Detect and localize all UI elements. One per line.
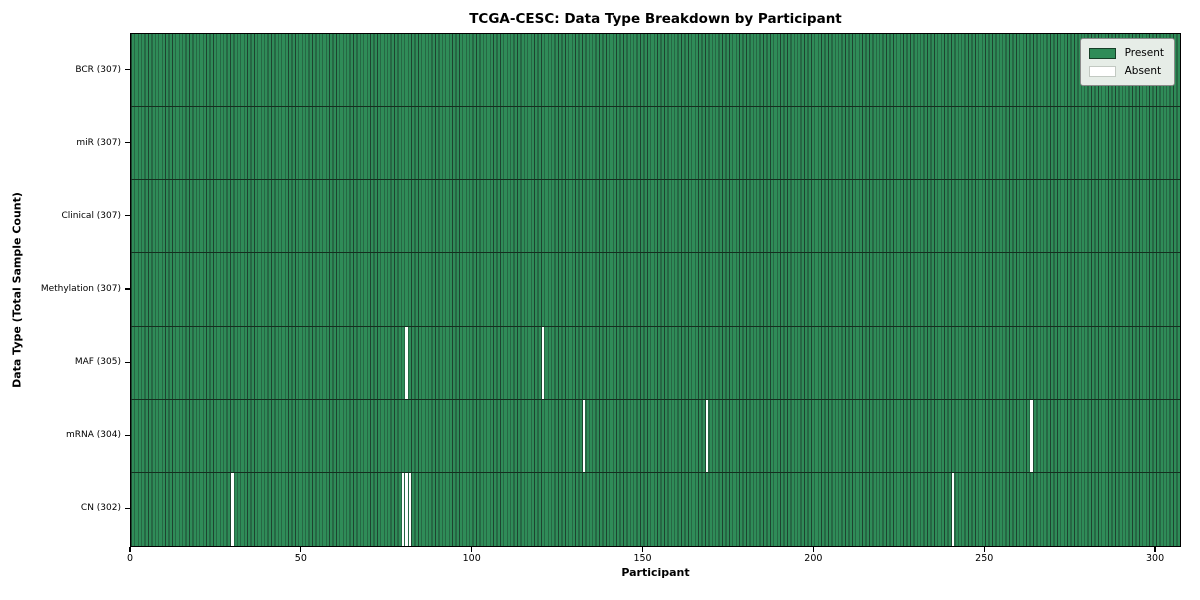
legend-label-absent: Absent: [1124, 65, 1162, 77]
y-tick-mark: [125, 361, 130, 363]
x-tick-label: 100: [462, 553, 481, 564]
heatmap-row-Methylation: [131, 253, 1180, 327]
absent-cell: [405, 472, 408, 546]
x-tick-label: 200: [804, 553, 823, 564]
absent-swatch: [1088, 65, 1116, 77]
y-tick-mark: [125, 507, 130, 510]
x-tick-label: 50: [294, 553, 307, 564]
heatmap-row-CN: [131, 472, 1180, 546]
y-tick-label: miR (307): [76, 137, 121, 148]
absent-cell: [1030, 399, 1034, 472]
y-tick-label: BCR (307): [75, 64, 121, 75]
absent-cell: [582, 399, 586, 472]
absent-cell: [405, 326, 408, 399]
y-tick-mark: [125, 142, 130, 144]
x-tick-mark: [983, 547, 985, 552]
absent-cell: [541, 326, 545, 399]
absent-cell: [951, 472, 955, 546]
chart-title: TCGA-CESC: Data Type Breakdown by Partic…: [469, 11, 842, 27]
heatmap-row-MAF: [131, 326, 1180, 400]
x-axis: 0 50 100 150 200 250 300: [126, 547, 1181, 573]
absent-cell: [230, 472, 234, 546]
y-tick-mark: [125, 68, 130, 71]
absent-cell: [401, 472, 405, 546]
heatmap-row-BCR: [131, 34, 1180, 108]
x-tick-mark: [1154, 547, 1156, 552]
legend-label-present: Present: [1124, 47, 1164, 59]
x-tick-label: 300: [1146, 553, 1165, 564]
heatmap-row-mRNA: [131, 399, 1180, 473]
absent-cell: [705, 399, 709, 472]
heatmap-plot: Present Absent: [130, 33, 1181, 547]
legend-item-present: Present: [1088, 44, 1164, 62]
x-tick-mark: [812, 547, 814, 552]
y-axis: BCR (307) miR (307) Clinical (307) Methylat…: [0, 33, 130, 547]
x-tick-mark: [471, 547, 473, 552]
present-swatch: [1088, 47, 1116, 59]
y-tick-label: Clinical (307): [61, 210, 121, 221]
y-tick-mark: [125, 215, 130, 217]
x-tick-label: 0: [126, 553, 134, 564]
heatmap-row-miR: [131, 107, 1180, 181]
x-tick-mark: [300, 547, 302, 552]
x-tick-mark: [641, 547, 644, 552]
y-tick-label: Methylation (307): [40, 284, 121, 294]
x-tick-mark: [129, 547, 131, 552]
legend-item-absent: Absent: [1088, 62, 1164, 80]
y-tick-label: MAF (305): [74, 357, 121, 368]
x-axis-label: Participant: [621, 566, 690, 579]
y-tick-label: mRNA (304): [66, 430, 121, 441]
heatmap-row-Clinical: [131, 180, 1180, 254]
y-tick-label: CN (302): [80, 503, 121, 514]
y-tick-mark: [125, 434, 130, 436]
x-tick-label: 250: [975, 553, 994, 564]
legend: Present Absent: [1079, 38, 1175, 86]
y-tick-mark: [125, 288, 130, 290]
absent-cell: [408, 472, 412, 546]
x-tick-label: 150: [633, 553, 652, 564]
